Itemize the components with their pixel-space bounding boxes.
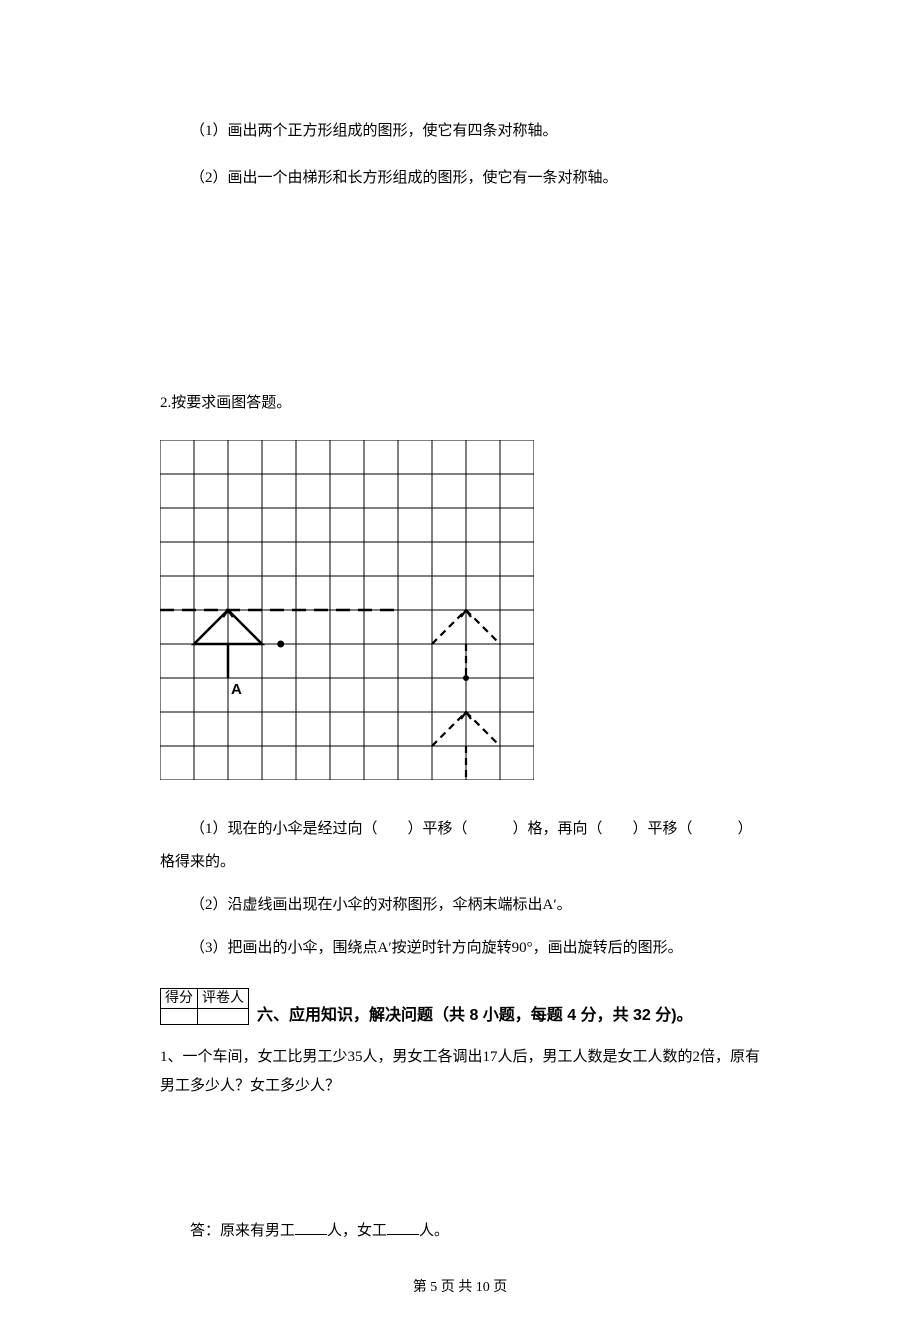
grader-label: 评卷人 bbox=[198, 988, 249, 1008]
problem-1-text: 1、一个车间，女工比男工少35人，男女工各调出17人后，男工人数是女工人数的2倍… bbox=[160, 1043, 760, 1100]
ans-prefix: 答：原来有男工 bbox=[190, 1223, 295, 1239]
ans-mid2: 人。 bbox=[419, 1223, 449, 1239]
blank-male[interactable] bbox=[295, 1220, 327, 1235]
answer-line-1: 答：原来有男工 人，女工 人。 bbox=[160, 1216, 760, 1246]
section6-title: 六、应用知识，解决问题（共 8 小题，每题 4 分，共 32 分)。 bbox=[257, 1001, 693, 1025]
page-footer: 第 5 页 共 10 页 bbox=[160, 1276, 760, 1296]
q2-sub2: （2）沿虚线画出现在小伞的对称图形，伞柄末端标出A′。 bbox=[160, 889, 760, 922]
work-space-1 bbox=[160, 1106, 760, 1216]
blank-female[interactable] bbox=[387, 1220, 419, 1235]
section-header-row: 得分 评卷人 六、应用知识，解决问题（共 8 小题，每题 4 分，共 32 分)… bbox=[160, 987, 760, 1025]
q1-sub1: （1）画出两个正方形组成的图形，使它有四条对称轴。 bbox=[160, 115, 760, 148]
drawing-space-1 bbox=[160, 209, 760, 369]
q2-sub3: （3）把画出的小伞，围绕点A′按逆时针方向旋转90°，画出旋转后的图形。 bbox=[160, 932, 760, 965]
score-label: 得分 bbox=[161, 988, 198, 1008]
umbrella-grid-svg: A bbox=[160, 440, 534, 780]
q2-intro: 2.按要求画图答题。 bbox=[160, 387, 760, 420]
grader-cell[interactable] bbox=[198, 1008, 249, 1024]
grid-figure: A bbox=[160, 440, 760, 785]
q1-sub2: （2）画出一个由梯形和长方形组成的图形，使它有一条对称轴。 bbox=[160, 162, 760, 195]
score-cell[interactable] bbox=[161, 1008, 198, 1024]
q2-sub1: （1）现在的小伞是经过向（ ）平移（ ）格，再向（ ）平移（ ）格得来的。 bbox=[160, 813, 760, 879]
svg-text:A: A bbox=[231, 681, 242, 698]
ans-mid1: 人，女工 bbox=[327, 1223, 387, 1239]
score-table: 得分 评卷人 bbox=[160, 988, 249, 1025]
